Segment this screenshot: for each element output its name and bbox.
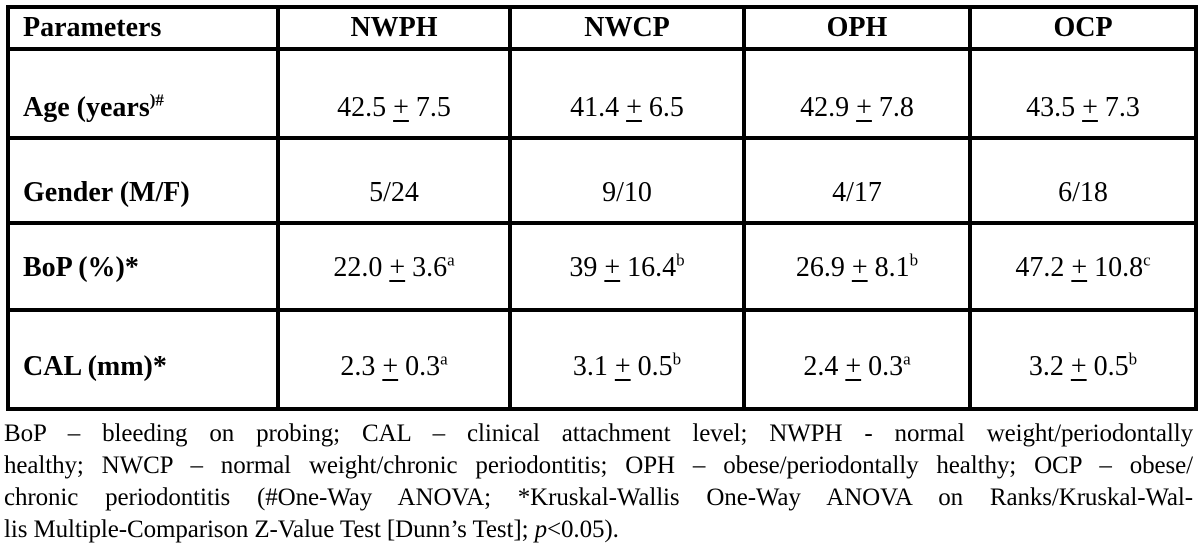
row-label-age: Age (years)# — [6, 47, 280, 140]
cell-gender-oph: 4/17 — [742, 136, 972, 225]
row-label-superscript: )# — [149, 90, 164, 110]
footnote-line-2: healthy; NWCP – normal weight/chronic pe… — [4, 452, 1193, 479]
cell-value: 2.3 + 0.3 — [340, 351, 441, 382]
cell-value: 41.4 + 6.5 — [570, 92, 684, 123]
cell-superscript: c — [1143, 250, 1151, 270]
plus-minus-symbol: + — [626, 92, 642, 123]
cell-gender-nwcp: 9/10 — [508, 136, 746, 225]
cell-value: 47.2 + 10.8 — [1015, 252, 1144, 283]
plus-minus-symbol: + — [856, 92, 872, 123]
plus-minus-symbol: + — [1071, 252, 1088, 283]
cell-value: 26.9 + 8.1 — [795, 252, 910, 283]
parameters-table: Parameters NWPH NWCP OPH OCP Age (years)… — [6, 5, 1198, 411]
cell-superscript: b — [676, 250, 685, 270]
footnote-p-italic: p — [534, 516, 548, 543]
row-label-cal: CAL (mm)* — [6, 308, 280, 411]
cell-superscript: a — [903, 349, 911, 369]
table-row-gender: Gender (M/F) 5/24 9/10 4/17 6/18 — [6, 136, 1198, 225]
table-row-cal: CAL (mm)* 2.3 + 0.3a 3.1 + 0.5b 2.4 + 0.… — [6, 308, 1198, 411]
footnote: BoP – bleeding on probing; CAL – clinica… — [4, 418, 1193, 546]
table-row-age: Age (years)# 42.5 + 7.5 41.4 + 6.5 42.9 … — [6, 47, 1198, 140]
cell-superscript: a — [447, 250, 455, 270]
cell-bop-oph: 26.9 + 8.1b — [742, 221, 972, 312]
row-label-text: Age (years — [23, 92, 150, 123]
cell-age-oph: 42.9 + 7.8 — [742, 47, 972, 140]
row-label-text: CAL (mm)* — [23, 351, 167, 382]
plus-minus-symbol: + — [845, 351, 862, 382]
plus-minus-symbol: + — [389, 252, 406, 283]
cell-bop-nwcp: 39 + 16.4b — [508, 221, 746, 312]
cell-value: 6/18 — [1058, 177, 1108, 208]
cell-superscript: a — [440, 349, 448, 369]
header-cell-nwcp: NWCP — [508, 5, 746, 51]
row-label-bop: BoP (%)* — [6, 221, 280, 312]
cell-superscript: b — [1128, 349, 1138, 369]
cell-value: 4/17 — [832, 177, 882, 208]
page: { "colors": { "text": "#000000", "border… — [0, 5, 1200, 553]
cell-superscript: b — [909, 250, 919, 270]
footnote-line-1: BoP – bleeding on probing; CAL – clinica… — [4, 420, 1193, 447]
cell-bop-ocp: 47.2 + 10.8c — [968, 221, 1198, 312]
header-cell-parameters: Parameters — [6, 5, 280, 51]
header-cell-ocp: OCP — [968, 5, 1198, 51]
cell-cal-nwcp: 3.1 + 0.5b — [508, 308, 746, 411]
cell-value: 3.1 + 0.5 — [572, 351, 673, 382]
cell-cal-nwph: 2.3 + 0.3a — [276, 308, 512, 411]
cell-gender-nwph: 5/24 — [276, 136, 512, 225]
plus-minus-symbol: + — [614, 351, 631, 382]
cell-value: 22.0 + 3.6 — [333, 252, 448, 283]
cell-value: 2.4 + 0.3 — [803, 351, 904, 382]
cell-cal-oph: 2.4 + 0.3a — [742, 308, 972, 411]
plus-minus-symbol: + — [382, 351, 399, 382]
footnote-last-pre: lis Multiple-Comparison Z-Value Test [Du… — [4, 516, 535, 543]
header-cell-oph: OPH — [742, 5, 972, 51]
footnote-line-4: lis Multiple-Comparison Z-Value Test [Du… — [4, 514, 1193, 546]
cell-age-nwcp: 41.4 + 6.5 — [508, 47, 746, 140]
cell-value: 43.5 + 7.3 — [1026, 92, 1140, 123]
cell-cal-ocp: 3.2 + 0.5b — [968, 308, 1198, 411]
table-row-bop: BoP (%)* 22.0 + 3.6a 39 + 16.4b 26.9 + 8… — [6, 221, 1198, 312]
header-row: Parameters NWPH NWCP OPH OCP — [6, 5, 1198, 51]
cell-value: 42.9 + 7.8 — [800, 92, 914, 123]
row-label-text: Gender (M/F) — [23, 177, 190, 208]
cell-superscript: b — [672, 349, 682, 369]
cell-value: 5/24 — [369, 177, 419, 208]
cell-gender-ocp: 6/18 — [968, 136, 1198, 225]
header-cell-nwph: NWPH — [276, 5, 512, 51]
cell-age-nwph: 42.5 + 7.5 — [276, 47, 512, 140]
plus-minus-symbol: + — [1070, 351, 1087, 382]
cell-value: 9/10 — [602, 177, 652, 208]
plus-minus-symbol: + — [1082, 92, 1098, 123]
cell-bop-nwph: 22.0 + 3.6a — [276, 221, 512, 312]
cell-age-ocp: 43.5 + 7.3 — [968, 47, 1198, 140]
footnote-last-post: <0.05). — [547, 516, 619, 543]
cell-value: 42.5 + 7.5 — [337, 92, 451, 123]
footnote-line-3: chronic periodontitis (#One-Way ANOVA; *… — [4, 484, 1193, 511]
row-label-text: BoP (%)* — [23, 252, 139, 283]
cell-value: 39 + 16.4 — [569, 252, 677, 283]
plus-minus-symbol: + — [393, 92, 409, 123]
plus-minus-symbol: + — [851, 252, 868, 283]
cell-value: 3.2 + 0.5 — [1028, 351, 1129, 382]
row-label-gender: Gender (M/F) — [6, 136, 280, 225]
plus-minus-symbol: + — [604, 252, 621, 283]
